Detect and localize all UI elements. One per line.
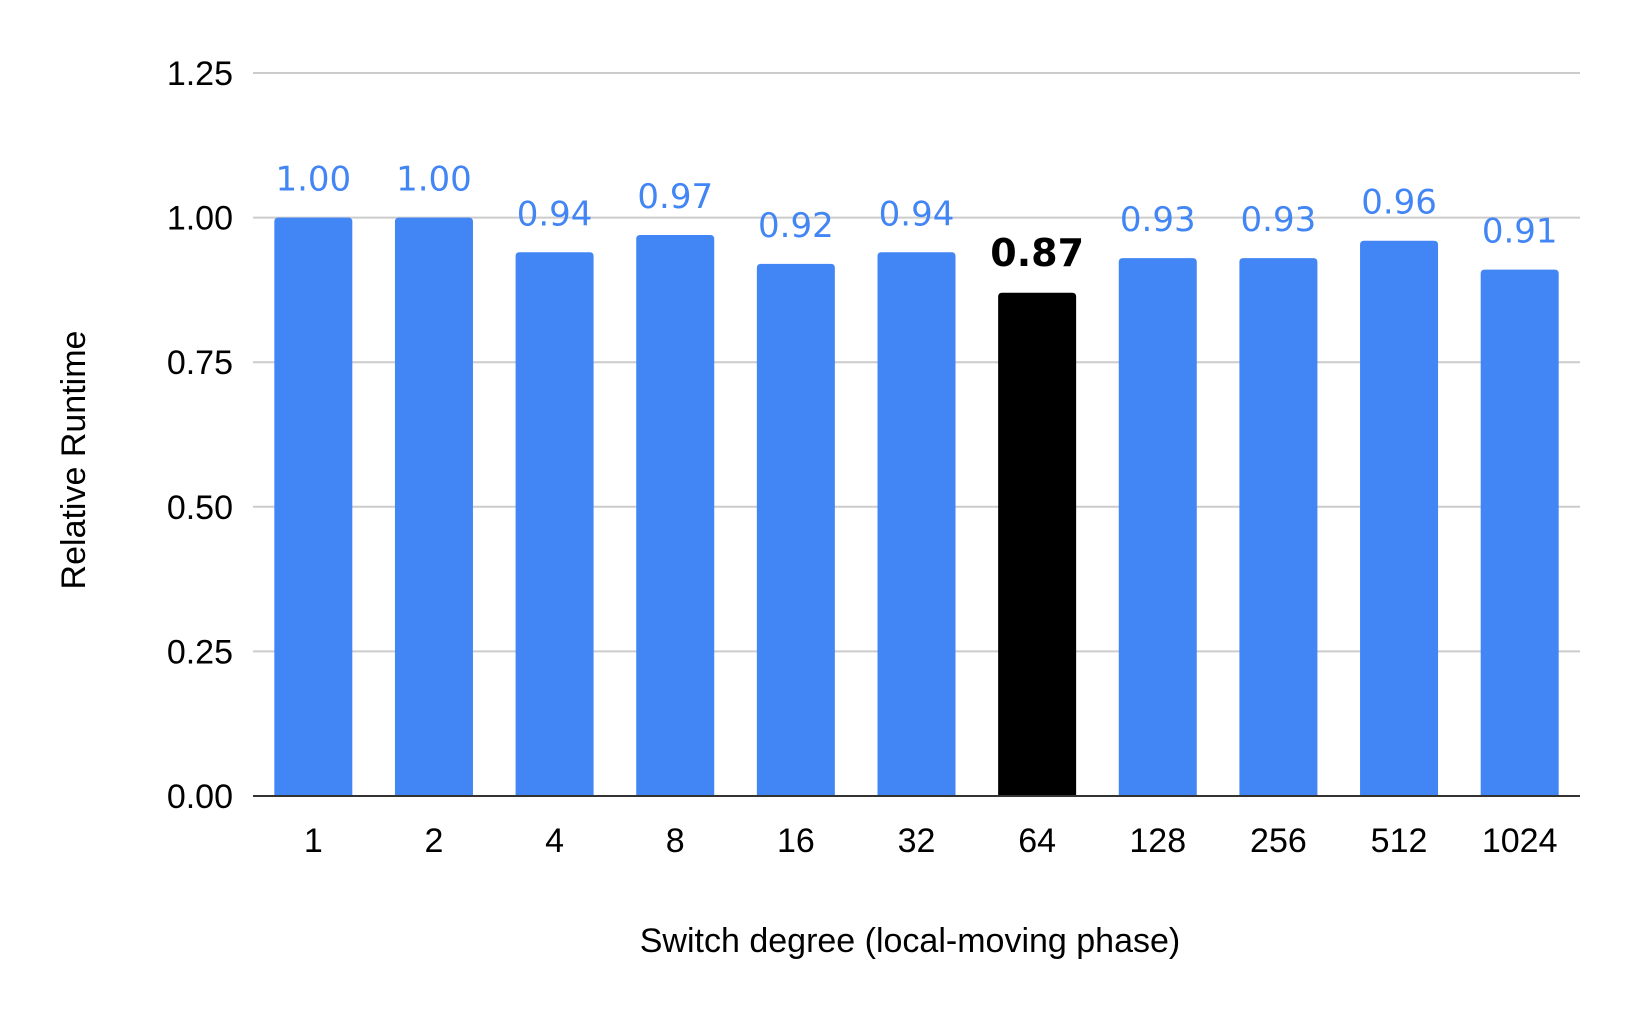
- bar-128: [1118, 258, 1197, 796]
- x-tick-label: 64: [1018, 822, 1056, 860]
- bar-value-label: 1.00: [396, 160, 472, 200]
- x-tick-label: 1024: [1482, 822, 1558, 860]
- bar-value-label: 0.91: [1482, 212, 1558, 252]
- bar-32: [877, 252, 956, 796]
- x-axis-title: Switch degree (local-moving phase): [640, 922, 1180, 960]
- y-axis-tick-labels: 0.00 0.25 0.50 0.75 1.00 1.25: [167, 55, 233, 816]
- y-tick-label: 0.00: [167, 778, 233, 816]
- bar-8: [636, 234, 715, 796]
- bar-value-label: 0.94: [517, 194, 593, 234]
- x-tick-label: 1: [304, 822, 323, 860]
- y-tick-label: 1.00: [167, 200, 233, 238]
- x-tick-label: 4: [545, 822, 564, 860]
- bar-value-label: 0.97: [637, 177, 713, 217]
- y-tick-label: 0.50: [167, 489, 233, 527]
- bar-value-label: 0.96: [1361, 183, 1437, 223]
- y-axis-title: Relative Runtime: [55, 331, 93, 590]
- bar-1024: [1480, 269, 1559, 796]
- bar-value-labels: 1.00 1.00 0.94 0.97 0.92 0.94 0.87 0.93 0.93 0.96…: [275, 160, 1557, 275]
- bars: [274, 217, 1559, 797]
- x-tick-label: 32: [898, 822, 936, 860]
- bar-value-label: 0.92: [758, 206, 834, 246]
- bar-value-label: 1.00: [275, 160, 351, 200]
- x-tick-label: 128: [1129, 822, 1186, 860]
- bar-4: [515, 252, 594, 796]
- x-tick-label: 2: [424, 822, 443, 860]
- bar-2: [394, 217, 473, 797]
- x-tick-label: 256: [1250, 822, 1307, 860]
- bar-512: [1360, 240, 1439, 797]
- bar-1: [274, 217, 353, 797]
- x-tick-label: 512: [1371, 822, 1428, 860]
- x-axis-tick-labels: 1 2 4 8 16 32 64 128 256 512 1024: [304, 822, 1558, 860]
- bar-value-label: 0.93: [1120, 200, 1196, 240]
- bar-value-label: 0.87: [990, 231, 1084, 275]
- y-tick-label: 0.75: [167, 344, 233, 382]
- y-tick-label: 0.25: [167, 633, 233, 671]
- bar-16: [756, 263, 835, 796]
- bar-64: [998, 292, 1077, 796]
- x-tick-label: 16: [777, 822, 815, 860]
- x-tick-label: 8: [666, 822, 685, 860]
- bar-256: [1239, 258, 1318, 796]
- bar-value-label: 0.94: [879, 194, 955, 234]
- y-tick-label: 1.25: [167, 55, 233, 93]
- bar-value-label: 0.93: [1241, 200, 1317, 240]
